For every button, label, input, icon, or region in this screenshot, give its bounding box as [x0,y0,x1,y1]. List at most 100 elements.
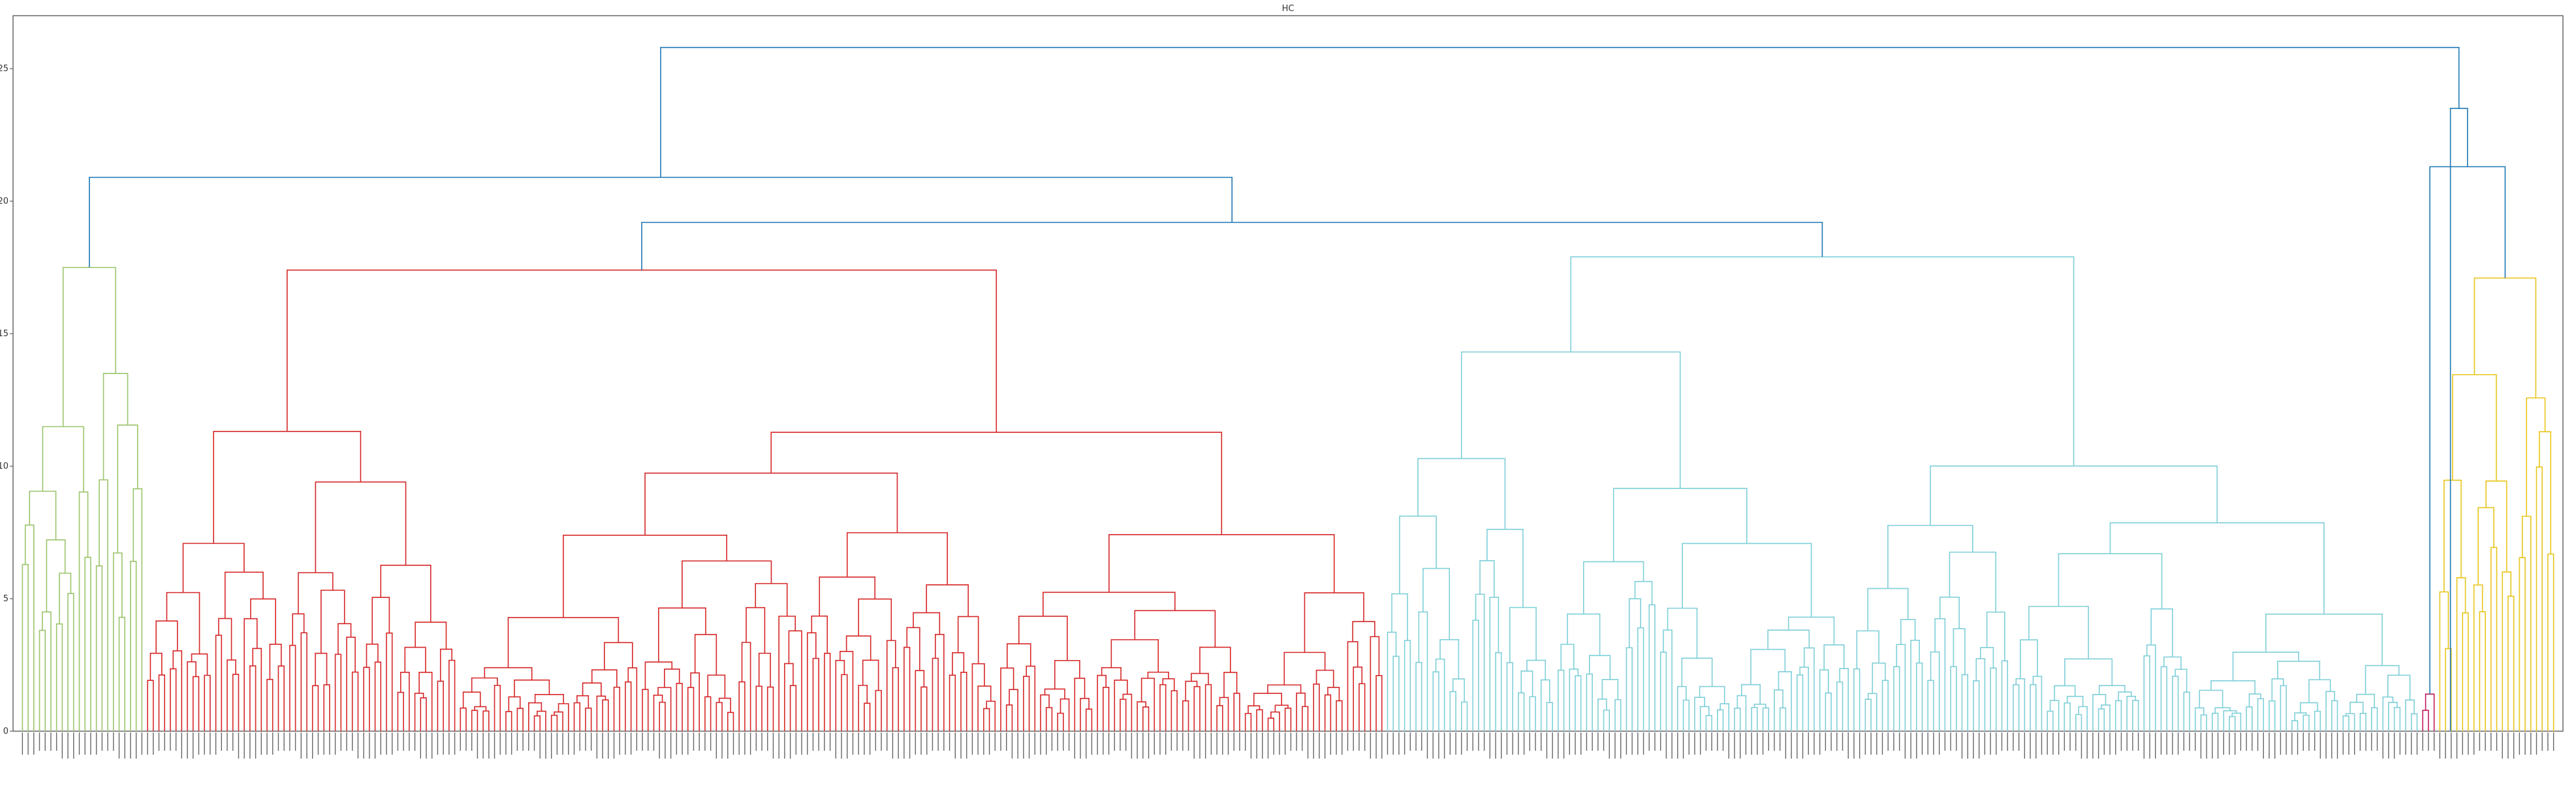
dendrogram-link [957,616,979,664]
dendrogram-link [1949,551,1997,612]
dendrogram-link [858,684,868,731]
dendrogram-link [155,620,178,653]
dendrogram-link [758,652,771,687]
dendrogram-link [2058,553,2163,609]
dendrogram-link [404,646,426,672]
dendrogram-link [95,565,103,731]
dendrogram-link [213,430,362,544]
dendrogram-link [1449,691,1456,731]
dendrogram-link [1980,647,1994,669]
dendrogram-link [2013,684,2020,731]
dendrogram-link [1233,693,1240,731]
dendrogram-link [22,563,29,731]
dendrogram-link [824,652,831,731]
dendrogram-link [1244,713,1252,731]
dendrogram-link [1199,646,1231,674]
y-tick-label: 15 [0,329,8,339]
dendrogram-link [1950,666,1957,731]
dendrogram-link [371,597,390,644]
dendrogram-link [1057,712,1064,731]
dendrogram-link [130,561,137,731]
y-axis: 0 5 10 15 20 25 [0,64,13,736]
dendrogram-link [2194,707,2205,731]
dendrogram-link [1717,709,1724,731]
dendrogram-link [2229,716,2236,731]
dendrogram-link [1313,683,1320,731]
dendrogram-link [644,661,673,690]
dendrogram-link [102,373,129,480]
dendrogram-link [682,560,772,608]
dendrogram-link [1677,685,1687,731]
dendrogram-link [1753,703,1767,708]
dendrogram-link [448,659,456,731]
dendrogram-link [913,612,941,635]
dendrogram-link [315,481,407,573]
dendrogram-link [1114,680,1128,731]
dendrogram-link [1546,702,1553,731]
dendrogram-link [788,630,802,731]
dendrogram-link [1705,715,1712,731]
dendrogram-link [1694,697,1706,731]
dendrogram-link [1682,699,1690,731]
dendrogram-link [252,648,262,731]
dendrogram-link [1900,619,1916,645]
dendrogram-link [1336,700,1343,731]
dendrogram-link [386,632,393,731]
dendrogram-link [2248,693,2261,707]
dendrogram-link [2521,515,2532,731]
dendrogram-link [39,629,46,731]
dendrogram-link [550,714,558,731]
dendrogram-link [1526,659,1547,680]
dendrogram-link [707,674,726,699]
dendrogram-link [1404,640,1411,731]
dendrogram-link [1347,641,1359,731]
dendrogram-link [1893,666,1900,731]
dendrogram-link [835,659,845,731]
dendrogram-link [1120,699,1127,731]
dendrogram-link [1720,703,1730,731]
dendrogram-link [952,652,965,676]
dendrogram-link [1489,597,1500,731]
dendrogram-link [715,702,723,731]
dendrogram-link [558,703,569,731]
dendrogram-link [2388,702,2398,731]
dendrogram-link [2331,700,2338,731]
dendrogram-link [596,695,606,731]
dendrogram-link [2175,669,2188,693]
dendrogram-link [2291,720,2299,731]
dendrogram-link [2047,710,2054,731]
dendrogram-link [1097,674,1107,731]
dendrogram-link [1000,667,1014,731]
dendrogram-link [2020,639,2038,679]
dendrogram-link [2477,507,2494,585]
dendrogram-link [2030,684,2037,731]
dendrogram-link [1267,684,1302,694]
dendrogram-link [1284,707,1292,731]
dendrogram-link [1005,704,1013,731]
dendrogram-link [934,634,945,731]
dendrogram-link [1170,690,1178,731]
dendrogram-link [204,674,211,731]
dendrogram-link [338,623,352,655]
y-tick-label: 5 [3,594,8,604]
dendrogram-link [906,627,920,671]
dendrogram-link [218,618,232,660]
dendrogram-link [858,598,892,641]
dendrogram-link [1304,592,1364,653]
dendrogram-link [224,571,264,619]
dendrogram-link [806,632,817,731]
dendrogram-link [2300,702,2318,713]
dendrogram-link [1472,620,1479,731]
dendrogram-link [147,680,154,731]
dendrogram-link [2302,714,2310,731]
dendrogram-link [2257,698,2265,731]
dendrogram-link [1626,647,1633,731]
dendrogram-link [300,632,307,731]
dendrogram-link [269,644,282,680]
dendrogram-link [986,701,996,731]
dendrogram-link [1452,678,1465,702]
dendrogram-link [949,674,956,731]
dendrogram-link [400,672,410,731]
dendrogram-link [1270,711,1280,731]
